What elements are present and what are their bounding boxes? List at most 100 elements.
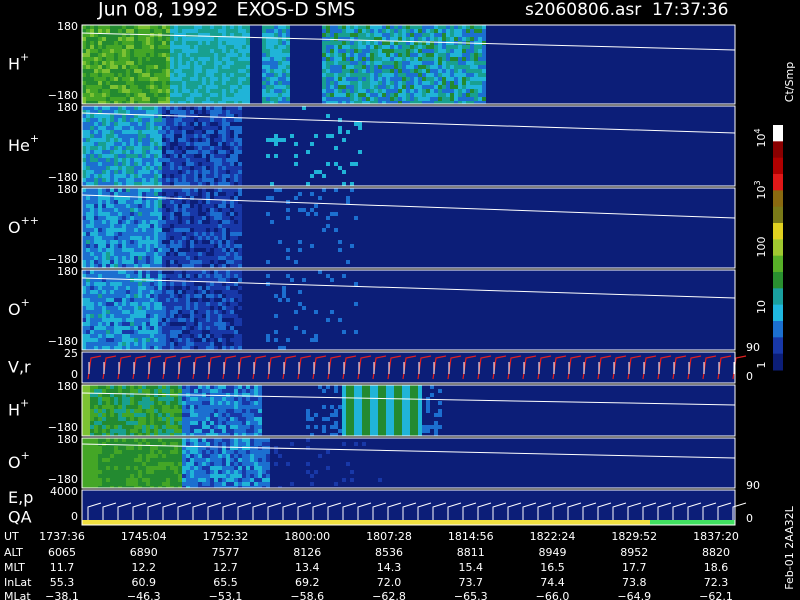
spectrogram-cell <box>438 425 442 429</box>
spectrogram-cell <box>394 57 398 61</box>
spectrogram-cell <box>390 61 394 65</box>
spectrogram-cell <box>158 61 162 65</box>
spectrogram-cell <box>466 85 470 89</box>
spectrogram-cell <box>198 93 202 97</box>
spectrogram-cell <box>182 110 186 114</box>
spectrogram-cell <box>346 393 350 397</box>
spectrogram-cell <box>214 425 218 429</box>
spectrogram-cell <box>354 45 358 49</box>
spectrogram-cell <box>214 314 218 318</box>
spectrogram-cell <box>134 425 138 429</box>
spectrogram-cell <box>82 162 86 166</box>
spectrogram-cell <box>102 282 106 286</box>
spectrogram-cell <box>150 134 154 138</box>
spectrogram-cell <box>442 61 446 65</box>
spectrogram-cell <box>194 150 198 154</box>
spectrogram-cell <box>86 290 90 294</box>
spectrogram-cell <box>186 81 190 85</box>
spectrogram-cell <box>274 294 278 298</box>
spectrogram-cell <box>382 429 386 433</box>
spectrogram-cell <box>90 274 94 278</box>
spectrogram-cell <box>198 240 202 244</box>
spectrogram-cell <box>182 57 186 61</box>
spectrogram-cell <box>94 41 98 45</box>
spectrogram-cell <box>138 212 142 216</box>
spectrogram-cell <box>346 130 350 134</box>
spectrogram-cell <box>350 77 354 81</box>
spectrogram-cell <box>226 433 230 436</box>
spectrogram-cell <box>178 270 182 274</box>
spectrogram-cell <box>146 274 150 278</box>
spectrogram-cell <box>394 393 398 397</box>
spectrogram-cell <box>142 118 146 122</box>
spectrogram-cell <box>118 346 122 350</box>
spectrogram-cell <box>174 232 178 236</box>
spectrogram-cell <box>150 342 154 346</box>
spectrogram-cell <box>206 174 210 178</box>
spectrogram-cell <box>186 274 190 278</box>
spectrogram-cell <box>122 182 126 186</box>
spectrogram-cell <box>226 73 230 77</box>
spectrogram-cell <box>230 310 234 314</box>
spectrogram-cell <box>190 69 194 73</box>
spectrogram-cell <box>174 73 178 77</box>
spectrogram-cell <box>266 260 270 264</box>
spectrogram-cell <box>386 53 390 57</box>
spectrogram-cell <box>90 228 94 232</box>
spectrogram-cell <box>230 138 234 142</box>
spectrogram-cell <box>94 25 98 29</box>
spectrogram-cell <box>230 25 234 29</box>
spectrogram-cell <box>134 310 138 314</box>
spectrogram-cell <box>102 89 106 93</box>
spectrogram-cell <box>334 33 338 37</box>
spectrogram-cell <box>142 162 146 166</box>
spectrogram-cell <box>122 114 126 118</box>
spectrogram-cell <box>206 49 210 53</box>
spectrogram-cell <box>402 429 406 433</box>
spectrogram-cell <box>350 97 354 101</box>
spectrogram-cell <box>118 248 122 252</box>
spectrogram-cell <box>142 37 146 41</box>
spectrogram-cell <box>206 310 210 314</box>
spectrogram-cell <box>174 204 178 208</box>
spectrogram-cell <box>182 228 186 232</box>
spectrogram-cell <box>198 290 202 294</box>
spectrogram-cell <box>442 77 446 81</box>
spectrogram-cell <box>202 228 206 232</box>
spectrogram-cell <box>226 162 230 166</box>
spectrogram-cell <box>114 61 118 65</box>
spectrogram-cell <box>154 252 158 256</box>
spectrogram-cell <box>466 81 470 85</box>
spectrogram-cell <box>182 126 186 130</box>
spectrogram-cell <box>170 138 174 142</box>
spectrogram-cell <box>138 274 142 278</box>
spectrogram-cell <box>382 25 386 29</box>
spectrogram-cell <box>334 162 338 166</box>
spectrogram-cell <box>138 314 142 318</box>
spectrogram-cell <box>130 421 134 425</box>
spectrogram-cell <box>282 41 286 45</box>
spectrogram-cell <box>366 25 370 29</box>
spectrogram-cell <box>126 37 130 41</box>
panel-frame <box>81 269 736 351</box>
spectrogram-cell <box>394 417 398 421</box>
spectrogram-cell <box>414 49 418 53</box>
spectrogram-cell <box>202 77 206 81</box>
spectrogram-cell <box>190 306 194 310</box>
spectrogram-cell <box>86 216 90 220</box>
spectrogram-cell <box>158 204 162 208</box>
spectrogram-cell <box>170 409 174 413</box>
spectrogram-cell <box>86 212 90 216</box>
spectrogram-cell <box>170 346 174 350</box>
spectrogram-cell <box>214 330 218 334</box>
spectrogram-cell <box>206 61 210 65</box>
spectrogram-cell <box>378 33 382 37</box>
spectrogram-cell <box>442 97 446 101</box>
spectrogram-cell <box>402 413 406 417</box>
spectrogram-cell <box>102 196 106 200</box>
spectrogram-cell <box>210 110 214 114</box>
spectrogram-cell <box>230 170 234 174</box>
spectrogram-cell <box>158 138 162 142</box>
spectrogram-cell <box>122 302 126 306</box>
spectrogram-cell <box>142 282 146 286</box>
